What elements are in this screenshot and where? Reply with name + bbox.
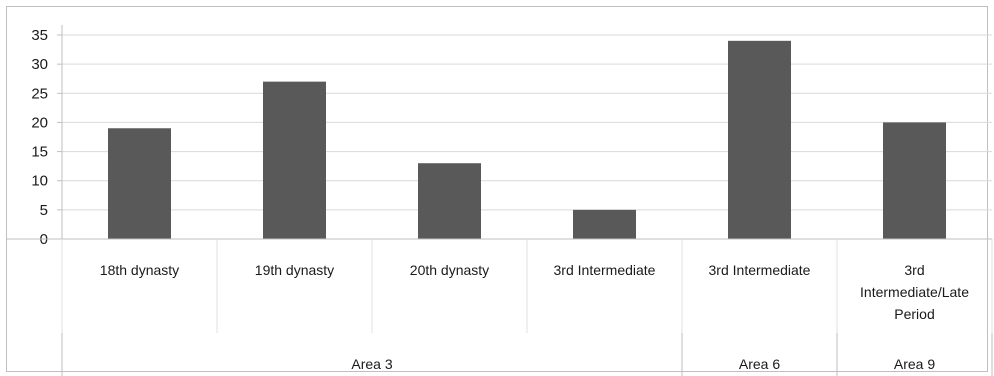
x-category-label-line: 20th dynasty — [410, 262, 489, 278]
x-category-label: 3rd Intermediate — [709, 262, 811, 278]
gridlines — [62, 34, 992, 240]
x-category-label: 19th dynasty — [255, 262, 334, 278]
bar — [573, 209, 636, 239]
x-category-label: 20th dynasty — [410, 262, 489, 278]
x-category-label-line: 3rd Intermediate — [709, 262, 811, 278]
y-tick-label: 35 — [31, 27, 48, 44]
x-category-label-line: 19th dynasty — [255, 262, 334, 278]
y-tick-label: 30 — [31, 56, 48, 73]
group-label: Area 6 — [739, 356, 780, 372]
y-tick-label: 10 — [31, 173, 48, 190]
x-category-label-line: Intermediate/Late — [860, 284, 969, 300]
bar — [418, 163, 481, 239]
x-category-label-line: 3rd — [904, 262, 924, 278]
x-category-label-line: 3rd Intermediate — [554, 262, 656, 278]
y-tick-label: 15 — [31, 144, 48, 161]
bars — [108, 40, 946, 240]
x-category-label: 18th dynasty — [100, 262, 179, 278]
bar — [728, 40, 791, 240]
x-axis: 18th dynasty 19th dynasty 20th dynasty 3rd … — [7, 238, 993, 333]
y-tick-label: 25 — [31, 85, 48, 102]
x-category-label-line: Period — [894, 306, 934, 322]
bar — [883, 122, 946, 239]
group-axis: Area 3 Area 6 Area 9 — [61, 333, 993, 376]
x-category-label: 3rd Intermediate — [554, 262, 656, 278]
bar — [263, 81, 326, 239]
y-tick-label: 20 — [31, 114, 48, 131]
x-category-label: 3rd Intermediate/Late Period — [860, 262, 969, 322]
y-tick-label: 5 — [40, 202, 48, 219]
group-label: Area 9 — [894, 356, 935, 372]
group-label: Area 3 — [351, 356, 392, 372]
bar — [108, 128, 171, 239]
x-category-label-line: 18th dynasty — [100, 262, 179, 278]
